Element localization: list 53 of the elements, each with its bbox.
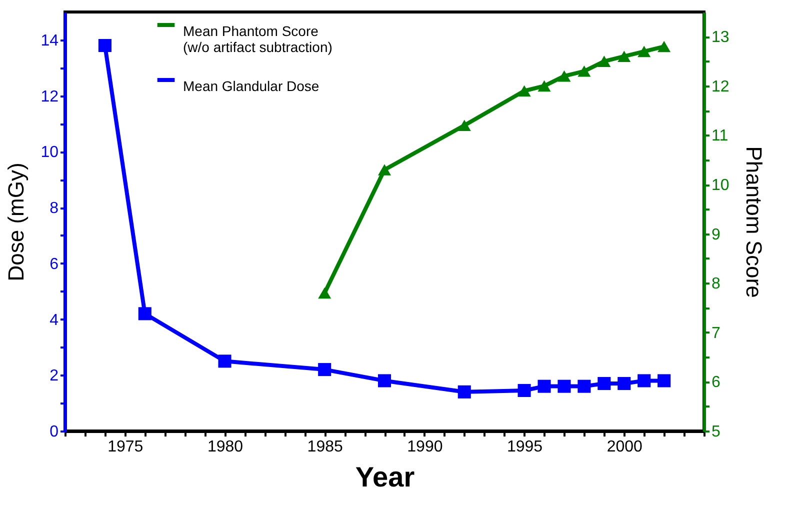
y-tick-label: 2: [50, 368, 59, 385]
point: [618, 376, 631, 390]
point: [538, 380, 551, 393]
point: [558, 380, 571, 393]
point: [518, 85, 531, 97]
legend-label: Mean Glandular Dose: [183, 78, 320, 94]
point: [578, 380, 591, 393]
point: [618, 50, 631, 62]
y-tick-label: 14: [40, 32, 59, 50]
point: [638, 374, 651, 388]
y-tick-label: 12: [40, 88, 59, 106]
x-tick-label: 1980: [207, 438, 244, 456]
y-tick-label: 4: [50, 312, 59, 329]
y2-tick-label: 8: [712, 276, 720, 293]
x-axis-title: Year: [355, 462, 415, 492]
x-tick-label: 2000: [606, 438, 643, 456]
point: [378, 374, 392, 388]
point: [518, 384, 531, 398]
point: [138, 307, 152, 320]
y2-tick-label: 13: [712, 29, 730, 46]
x-tick-label: 1985: [307, 438, 343, 456]
y2-tick-label: 12: [712, 78, 730, 96]
y2-tick-label: 7: [712, 324, 720, 342]
point: [658, 374, 671, 388]
point: [458, 120, 471, 132]
point: [98, 39, 112, 52]
x-tick-label: 1995: [506, 438, 543, 456]
y-tick-label: 0: [50, 424, 59, 440]
legend-label: Mean Phantom Score (w/o artifact subtraction): [183, 23, 332, 55]
point: [538, 80, 551, 92]
y-tick-label: 6: [50, 256, 59, 273]
x-tick-label: 1990: [407, 438, 443, 456]
point: [658, 40, 671, 52]
y-tick-label: 8: [50, 200, 59, 218]
point: [558, 70, 571, 82]
point: [638, 46, 651, 58]
point: [318, 287, 332, 299]
y2-tick-label: 9: [712, 226, 720, 244]
point: [458, 385, 471, 398]
point: [578, 66, 591, 77]
y2-tick-label: 5: [712, 424, 720, 440]
y2-tick-label: 10: [712, 177, 730, 194]
y-tick-label: 10: [40, 144, 59, 162]
x-tick-label: 1975: [108, 438, 144, 456]
y2-axis-title: Phantom Score: [741, 146, 766, 298]
y2-tick-label: 11: [712, 128, 728, 145]
y2-tick-label: 6: [712, 374, 720, 392]
y-axis-title: Dose (mGy): [4, 162, 29, 282]
point: [598, 56, 611, 67]
point: [318, 363, 332, 376]
point: [218, 354, 232, 368]
point: [598, 376, 611, 390]
point: [378, 164, 392, 176]
